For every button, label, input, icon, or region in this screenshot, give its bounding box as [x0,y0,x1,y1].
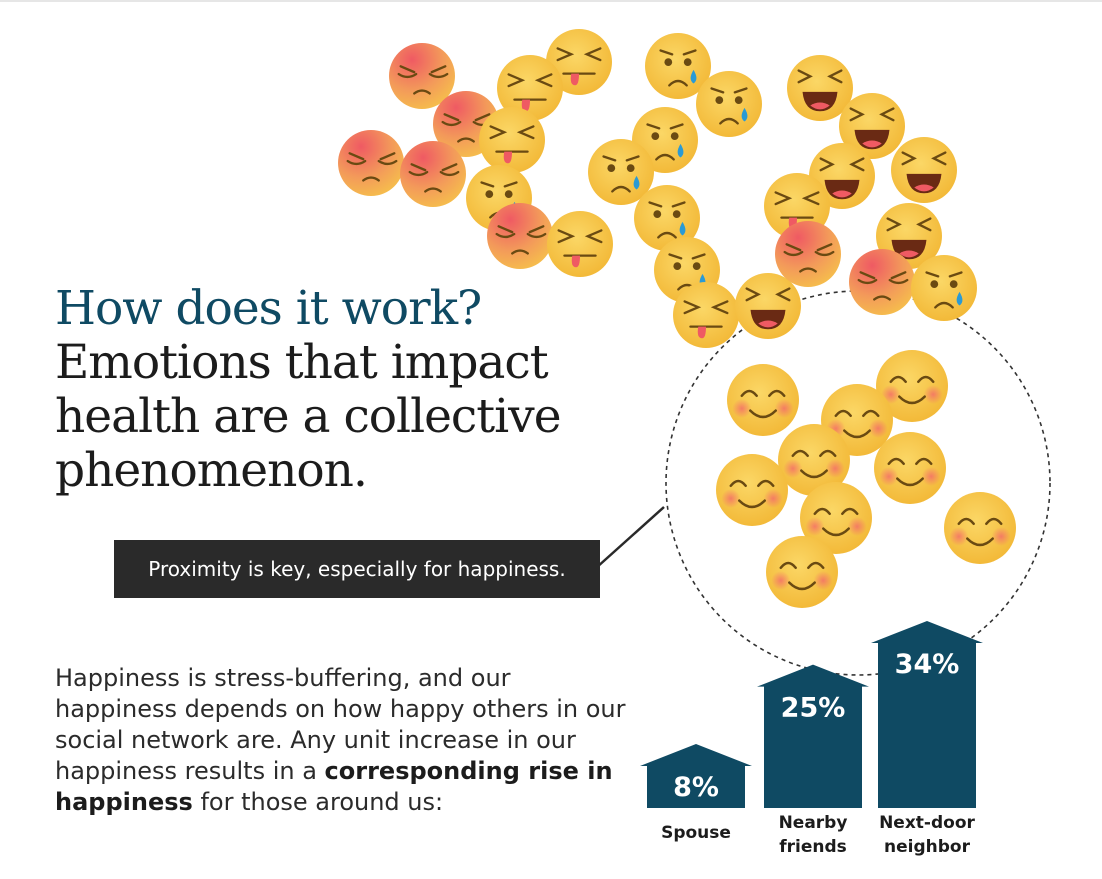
bar-value-label: 8% [673,772,719,803]
body-paragraph: Happiness is stress-buffering, and our h… [55,663,630,818]
smile-emoji [716,454,788,526]
crying-emoji [634,185,700,251]
smile-emoji [727,364,799,436]
tongue-emoji [673,282,739,348]
body-text-part-1: Happiness is stress-buffering, and our h… [55,664,626,785]
callout-text: Proximity is key, especially for happine… [148,557,566,581]
crying-emoji [645,33,711,99]
sad-emoji [338,130,404,196]
heading-statement: Emotions that impact health are a collec… [55,335,562,498]
crying-emoji [696,71,762,137]
tongue-emoji [547,211,613,277]
smile-emoji [944,492,1016,564]
crying-emoji [911,255,977,321]
bar-nearby-friends [757,664,869,808]
smile-emoji [766,536,838,608]
smile-emoji [876,350,948,422]
sad-emoji [389,43,455,109]
laughing-emoji [787,55,853,121]
category-label: Nearby friends [779,813,848,857]
page-heading: How does it work? Emotions that impact h… [55,282,615,498]
laughing-emoji [891,137,957,203]
proximity-bar-chart: 8% Spouse 25% Nearby friends 34% Next-door neig… [640,621,983,857]
bar-value-label: 34% [895,649,960,680]
smile-emoji [800,482,872,554]
tongue-emoji [546,28,612,95]
heading-question: How does it work? [55,281,482,336]
tongue-emoji [479,107,545,173]
bar-value-label: 25% [781,693,846,724]
smile-emoji [778,424,850,496]
bar-next-door-neighbor [871,621,983,808]
laughing-emoji [839,93,905,159]
category-label: Spouse [661,823,731,843]
proximity-callout: Proximity is key, especially for happine… [114,540,600,598]
body-text-part-2: for those around us: [192,788,444,816]
bar-spouse [640,744,752,808]
smile-emoji [874,432,946,504]
laughing-emoji [735,273,801,339]
tongue-emoji [497,55,563,121]
category-label: Next-door neighbor [879,813,975,857]
sad-emoji [849,249,915,315]
top-rule [0,0,1102,2]
sad-emoji [487,203,553,269]
body-text-bold: corresponding rise in happiness [55,757,613,816]
emoji-cluster [338,28,1016,608]
sad-emoji [775,221,841,287]
crying-emoji [588,139,654,205]
callout-pointer-line [595,506,665,569]
sad-emoji [400,141,466,207]
